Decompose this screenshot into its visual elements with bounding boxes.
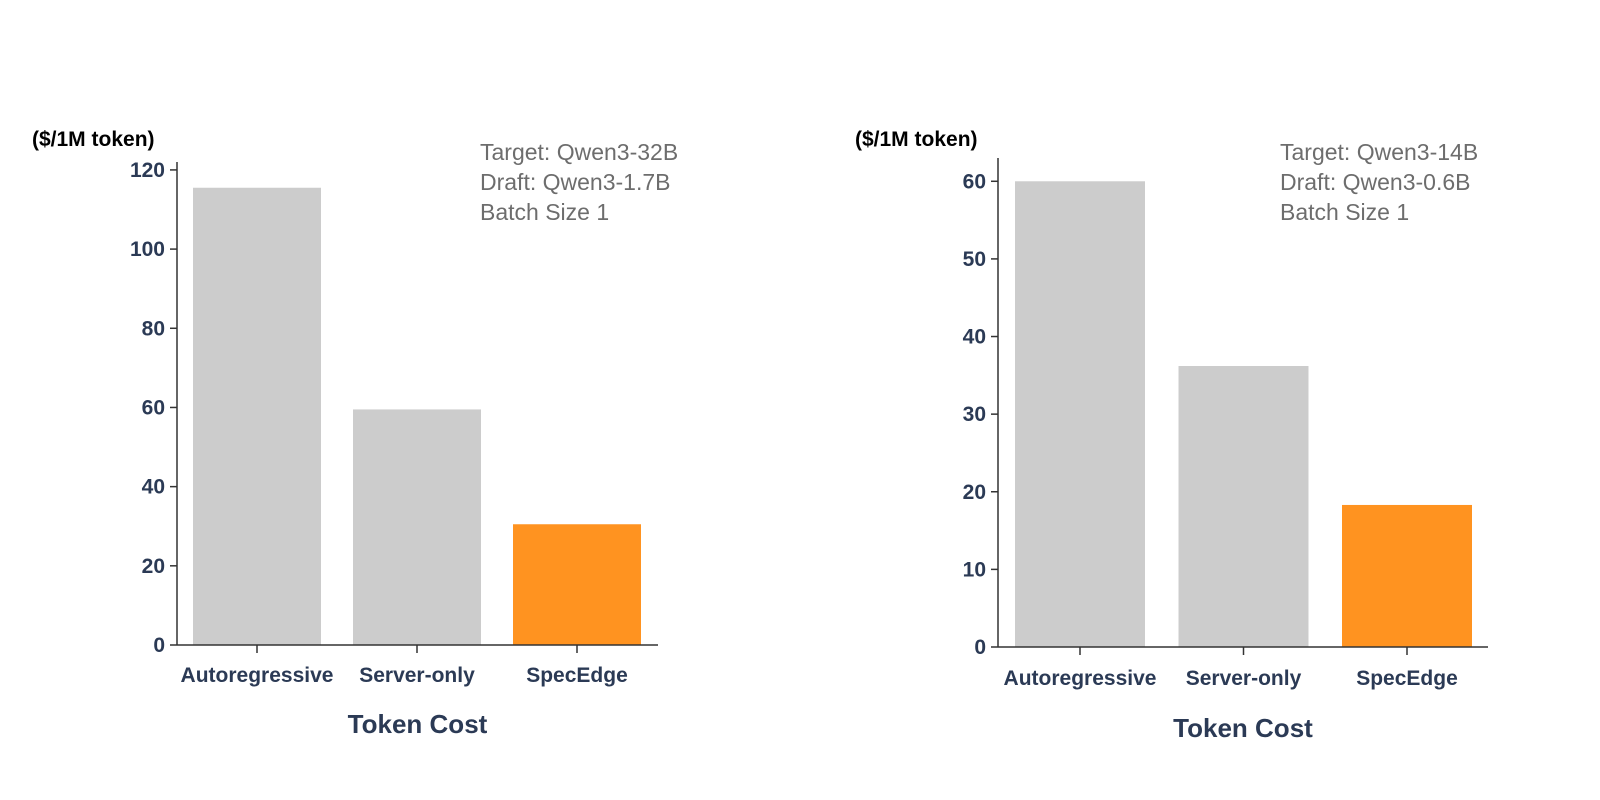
y-unit-label: ($/1M token) xyxy=(855,128,978,151)
y-tick-label: 20 xyxy=(142,555,165,578)
annotation-line: Batch Size 1 xyxy=(480,199,609,225)
y-tick-label: 50 xyxy=(963,248,986,271)
annotation-line: Target: Qwen3-32B xyxy=(480,139,678,165)
y-tick-label: 60 xyxy=(142,396,165,419)
y-tick-label: 0 xyxy=(974,636,986,659)
annotation-line: Target: Qwen3-14B xyxy=(1280,139,1478,165)
x-tick-label: Server-only xyxy=(1186,667,1302,690)
annotation-line: Batch Size 1 xyxy=(1280,199,1409,225)
chart-panel-2: ($/1M token) 0 10 20 30 40 50 60 Autoregressive S… xyxy=(855,128,1488,743)
x-axis-title: Token Cost xyxy=(348,709,488,739)
y-tick-label: 60 xyxy=(963,170,986,193)
y-tick-label: 10 xyxy=(963,558,986,581)
bar-specedge xyxy=(1342,504,1472,647)
x-tick-label: Server-only xyxy=(359,664,475,687)
annotation-line: Draft: Qwen3-1.7B xyxy=(480,169,670,195)
y-tick-label: 80 xyxy=(142,317,165,340)
y-tick-label: 30 xyxy=(963,403,986,426)
y-unit-label: ($/1M token) xyxy=(32,128,155,151)
y-tick-label: 40 xyxy=(142,476,165,499)
y-tick-label: 120 xyxy=(130,159,165,182)
x-tick-label: SpecEdge xyxy=(526,664,628,687)
y-tick-label: 40 xyxy=(963,326,986,349)
chart-panel-1: ($/1M token) 0 20 40 60 80 100 120 Autoregressiv… xyxy=(32,128,678,739)
bar-specedge xyxy=(513,524,641,645)
bar-server-only xyxy=(1178,366,1309,647)
x-axis-title: Token Cost xyxy=(1173,713,1313,743)
bar-autoregressive xyxy=(1015,181,1145,648)
x-tick-label: Autoregressive xyxy=(1004,667,1157,690)
x-tick-label: Autoregressive xyxy=(181,664,334,687)
x-tick-label: SpecEdge xyxy=(1356,667,1458,690)
y-tick-label: 20 xyxy=(963,481,986,504)
bar-autoregressive xyxy=(193,187,321,645)
bar-server-only xyxy=(353,409,481,645)
y-tick-label: 100 xyxy=(130,238,165,261)
annotation-line: Draft: Qwen3-0.6B xyxy=(1280,169,1470,195)
y-tick-label: 0 xyxy=(153,634,165,657)
